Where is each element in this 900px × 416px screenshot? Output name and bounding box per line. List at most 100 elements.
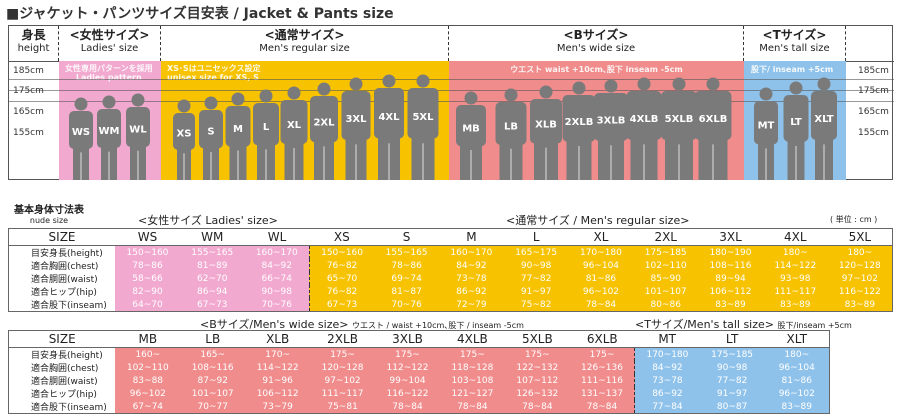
figure-label: 2XL [313,117,335,128]
table-cell: 67~74 [115,400,181,414]
table-cell: 150~160 [115,245,180,259]
row-label: 目安身長(height) [8,245,116,259]
table-cell: 121~127 [439,387,505,400]
size-col-header: MT [634,330,700,348]
figure-label: XL [287,120,302,131]
table-cell: 83~89 [764,400,830,414]
table-cell: 78~86 [115,259,180,272]
table-cell: 58~66 [115,272,180,285]
size-col-header: 5XLB [504,330,570,348]
table-cell: 78~84 [439,400,505,414]
figure-4XL: 4XL [374,74,404,180]
figure-label: M [233,124,243,135]
figure-label: 2XLB [565,117,594,128]
table-cell: 180~ [764,347,830,361]
table-row: 適合胴囲(waist) 83~88 87~92 91~96 97~102 99~104 10… [8,374,830,387]
figure-label: XS [177,128,192,139]
table-row: 適合ヒップ(hip) 82~90 86~94 90~98 76~82 81~87 86~92… [8,285,893,298]
figure-LT: LT [783,81,809,180]
table-cell: 160~ [115,347,181,361]
ladies-header: <女性サイズ> Ladies' size [59,26,161,61]
table-cell: 81~87 [374,285,439,298]
table-row: 適合股下(inseam) 64~70 67~73 70~76 67~73 70~76 72~… [8,298,893,312]
figure-label: WL [129,125,147,136]
table-cell: 86~94 [179,285,245,298]
height-header: 身長 height [9,26,59,61]
figure-6XLB: 6XLB [694,77,732,180]
figure-S: S [199,96,223,180]
table-cell: 180~ [762,245,828,259]
figure-label: 4XL [378,112,400,123]
table-cell: 90~98 [699,361,765,374]
table-cell: 70~76 [244,298,310,312]
table-cell: 175~185 [633,245,699,259]
table-cell: 108~116 [698,259,763,272]
table-cell: 180~ [827,245,893,259]
unit-label: ( 単位 : cm ) [830,215,878,224]
figure-label: XLB [535,119,557,130]
table-row: 適合ヒップ(hip) 96~102 101~107 106~112 111~117 116… [8,387,830,400]
table-cell: 180~190 [698,245,763,259]
table-cell: 96~102 [568,285,634,298]
figure-LB: LB [495,88,527,180]
figure-2XLB: 2XLB [562,81,596,180]
row-label: 適合股下(inseam) [8,298,116,312]
table-cell: 101~107 [180,387,246,400]
table-cell: 67~73 [308,298,375,312]
mark-165-left: 165cm [13,107,44,117]
table-cell: 72~79 [438,298,504,312]
row-label: 適合股下(inseam) [8,400,116,414]
row-label: 適合胸囲(chest) [8,259,116,272]
size-col-header: 4XL [762,228,828,246]
row-label: 適合胴囲(waist) [8,374,116,387]
table-cell: 170~180 [634,347,700,361]
table-row: 適合胴囲(waist) 58~66 62~70 66~74 65~70 69~74 73~7… [8,272,893,285]
table-cell: 120~128 [827,259,893,272]
figure-4XLB: 4XLB [626,77,662,180]
caption-regular: <通常サイズ / Men's regular size> [506,214,690,227]
size-col-header: L [503,228,569,246]
figure-label: S [207,127,214,138]
table-cell: 75~81 [310,400,376,414]
table-cell: 77~82 [503,272,569,285]
table-cell: 106~112 [245,387,311,400]
table-cell: 84~92 [244,259,310,272]
mark-155-left: 155cm [13,128,44,138]
table-cell: 78~84 [504,400,570,414]
table-row: 目安身長(height) 160~ 165~ 170~ 175~ 175~ 175~ 175~… [8,347,830,361]
table-cell: 93~98 [762,272,828,285]
table-cell: 66~74 [244,272,310,285]
table-row: 適合胸囲(chest) 78~86 81~89 84~92 76~82 78~86 84~9… [8,259,893,272]
size-col-header: XLT [764,330,830,348]
table-cell: 118~128 [439,361,505,374]
size-col-header: MB [115,330,181,348]
table-cell: 80~87 [699,400,765,414]
table-cell: 75~82 [503,298,569,312]
table-cell: 76~82 [308,259,375,272]
size-col-header: 2XL [633,228,699,246]
figure-L: L [253,89,279,180]
table-cell: 89~94 [698,272,763,285]
table-cell: 77~82 [699,374,765,387]
size-table-1: SIZE WS WM WL XS S M L XL 2XL 3XL 4XL 5XL 目安身長(height… [8,228,893,312]
table-cell: 77~84 [634,400,700,414]
table-cell: 99~104 [375,374,440,387]
table-cell: 80~86 [633,298,699,312]
figure-XLB: XLB [530,85,562,180]
row-label: 適合ヒップ(hip) [8,387,116,400]
table-cell: 76~82 [308,285,375,298]
figure-label: 4XLB [630,114,659,125]
table-cell: 73~78 [438,272,504,285]
table-cell: 126~132 [504,387,570,400]
figure-MB: MB [456,91,486,180]
table-cell: 81~89 [179,259,245,272]
figure-5XL: 5XL [407,74,439,180]
table-cell: 83~89 [698,298,763,312]
table-cell: 108~116 [180,361,246,374]
figure-label: 3XLB [597,115,626,126]
mark-165-right: 165cm [858,107,889,117]
table-cell: 175~ [375,347,440,361]
table-cell: 111~117 [762,285,828,298]
figure-XLT: XLT [811,77,837,180]
table-cell: 102~110 [115,361,181,374]
